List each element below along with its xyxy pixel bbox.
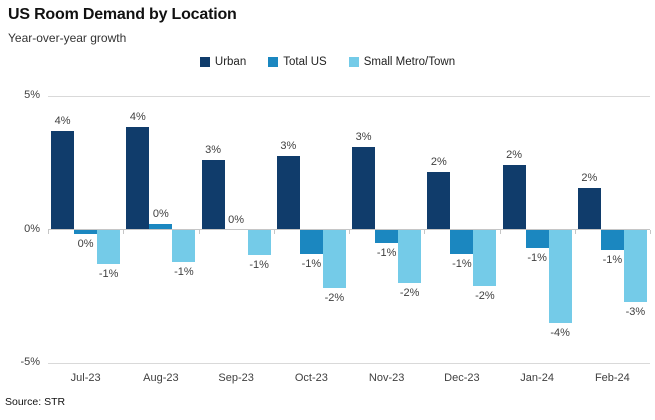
x-axis-category-label: Sep-23 (218, 372, 254, 384)
bar-small-metro-town (247, 229, 271, 255)
chart-title: US Room Demand by Location (8, 6, 237, 23)
bar-value-label: 4% (129, 110, 146, 123)
x-axis-tick (499, 229, 501, 234)
x-axis-tick (48, 229, 49, 234)
x-axis-tick (349, 229, 350, 234)
bar-urban (502, 165, 526, 230)
bar-value-label: -1% (301, 257, 322, 270)
gridline (48, 95, 650, 97)
chart-subtitle: Year-over-year growth (8, 31, 127, 45)
bar-value-label: -1% (452, 257, 472, 270)
x-axis-category-label: Oct-23 (294, 372, 328, 384)
legend-label: Total US (283, 56, 327, 68)
bar-urban (201, 160, 225, 230)
x-axis-tick (574, 229, 576, 234)
bar-urban (352, 146, 376, 230)
x-axis-tick (198, 229, 200, 234)
bar-value-label: 0% (152, 208, 169, 221)
bar-total-us (299, 229, 323, 254)
legend-item: Urban (199, 56, 247, 68)
bar-value-label: -1% (98, 268, 119, 281)
bar-value-label: -2% (399, 286, 420, 299)
bar-small-metro-town (97, 229, 121, 265)
bar-value-label: -1% (249, 258, 269, 271)
bar-small-metro-town (398, 229, 422, 283)
bar-value-label: 2% (430, 156, 447, 169)
x-axis-tick (123, 229, 125, 234)
x-axis-category-label: Jul-23 (70, 372, 101, 384)
bar-total-us (600, 229, 624, 250)
bar-value-label: 0% (228, 213, 245, 226)
x-axis-category-label: Feb-24 (594, 372, 630, 384)
bar-value-label: 4% (54, 114, 71, 127)
bar-urban (427, 172, 451, 230)
bar-value-label: -1% (376, 246, 397, 259)
bar-value-label: 3% (355, 130, 372, 143)
x-axis-category-label: Jan-24 (520, 372, 554, 384)
bar-value-label: -1% (174, 265, 194, 278)
x-axis-category-label: Nov-23 (368, 372, 405, 384)
legend-swatch-icon (348, 57, 359, 67)
bar-value-label: 2% (581, 172, 598, 185)
bar-small-metro-town (548, 229, 572, 323)
bar-small-metro-town (172, 229, 196, 262)
x-axis-tick (424, 229, 426, 234)
legend-swatch-icon (268, 57, 279, 67)
bar-total-us (74, 229, 98, 234)
legend: Urban Total US Small Metro/Town (0, 56, 655, 68)
bar-value-label: 2% (506, 149, 523, 162)
bar-total-us (375, 229, 399, 243)
source-note: Source: STR (5, 396, 66, 408)
bar-value-label: 0% (77, 237, 94, 250)
bar-value-label: 3% (280, 140, 297, 153)
bar-total-us (450, 229, 474, 254)
bar-urban (276, 156, 300, 230)
bar-urban (577, 188, 601, 230)
legend-label: Urban (214, 56, 247, 68)
y-axis-tick-label: 0% (24, 222, 40, 235)
legend-item: Total US (268, 56, 327, 68)
x-axis-category-label: Aug-23 (143, 372, 179, 384)
gridline (48, 362, 650, 364)
bar-value-label: -1% (602, 253, 623, 266)
bar-value-label: -2% (475, 289, 495, 302)
legend-swatch-icon (199, 57, 210, 67)
x-axis-category-label: Dec-23 (444, 372, 480, 384)
x-axis-tick (650, 229, 651, 234)
legend-label: Small Metro/Town (363, 56, 456, 68)
bar-small-metro-town (623, 229, 647, 302)
bar-total-us (149, 224, 173, 230)
bar-value-label: 3% (205, 144, 222, 157)
bar-urban (126, 126, 150, 230)
legend-item: Small Metro/Town (348, 56, 456, 68)
bar-value-label: -3% (625, 305, 646, 318)
y-axis-tick-label: -5% (20, 356, 40, 368)
x-axis-tick (273, 229, 275, 234)
bar-value-label: -2% (324, 292, 345, 305)
bar-total-us (525, 229, 549, 249)
bar-small-metro-town (322, 229, 346, 289)
y-axis-tick-label: 5% (24, 89, 40, 101)
bar-urban (51, 130, 75, 230)
bar-value-label: -4% (550, 326, 570, 339)
bar-value-label: -1% (527, 252, 547, 265)
bar-small-metro-town (473, 229, 497, 286)
